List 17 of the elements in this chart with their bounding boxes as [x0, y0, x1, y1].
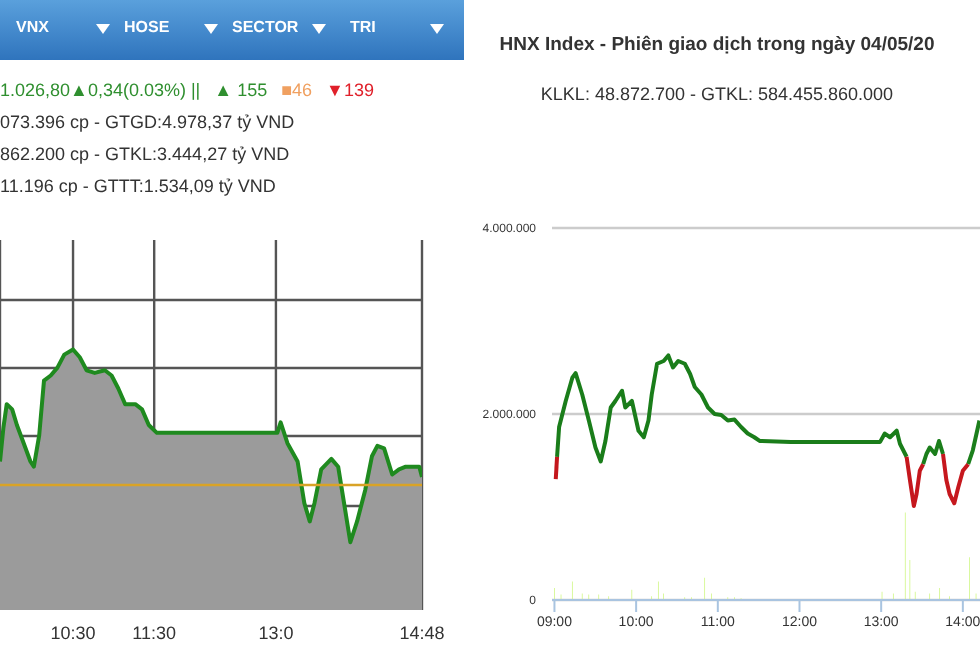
text: ▲ 155	[214, 80, 268, 100]
text: 073.396 cp - GTGD:4.978,37 tỷ VND	[0, 112, 295, 132]
text: 11.196 cp - GTTT:1.534,09 tỷ VND	[0, 176, 276, 196]
text: 1.026,80▲0,34(0.03%) ||	[0, 80, 201, 100]
text: ■46	[281, 80, 313, 100]
chart-title: HNX Index - Phiên giao dịch trong ngày 04/05/20	[497, 34, 937, 56]
x-tick-label: 14:48	[399, 622, 445, 643]
chart-subtitle: KLKL: 48.872.700 - GTKL: 584.455.860.000	[538, 84, 896, 104]
text: HOSE	[124, 18, 170, 36]
x-tick-label: 10:30	[50, 622, 96, 643]
x-tick-label: 11:30	[132, 622, 177, 643]
text: SECTOR	[232, 18, 299, 36]
text: TRI	[350, 18, 376, 36]
x-tick-label: 13:0	[258, 622, 294, 643]
text: VNX	[16, 18, 49, 36]
text: ▼139	[326, 80, 374, 100]
text: 862.200 cp - GTKL:3.444,27 tỷ VND	[0, 144, 290, 164]
